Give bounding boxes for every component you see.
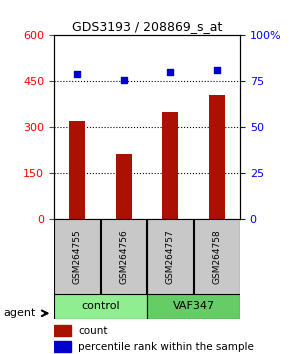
FancyBboxPatch shape [194, 219, 239, 294]
Bar [54, 325, 71, 336]
Text: VAF347: VAF347 [172, 301, 214, 311]
Text: GSM264758: GSM264758 [212, 229, 221, 284]
FancyBboxPatch shape [101, 219, 146, 294]
Text: control: control [81, 301, 120, 311]
Bar [116, 154, 132, 219]
Point [75, 71, 80, 77]
Bar [162, 112, 178, 219]
Title: GDS3193 / 208869_s_at: GDS3193 / 208869_s_at [72, 20, 222, 33]
Bar [208, 95, 225, 219]
FancyBboxPatch shape [55, 294, 146, 319]
Text: agent: agent [3, 308, 35, 318]
Text: GSM264757: GSM264757 [166, 229, 175, 284]
Point [122, 77, 126, 82]
Bar [54, 341, 71, 353]
FancyBboxPatch shape [148, 219, 193, 294]
Point [214, 68, 219, 73]
Point [168, 69, 173, 75]
FancyBboxPatch shape [55, 219, 100, 294]
Bar [69, 121, 85, 219]
FancyBboxPatch shape [148, 294, 239, 319]
Text: count: count [78, 326, 107, 336]
Text: percentile rank within the sample: percentile rank within the sample [78, 342, 254, 352]
Text: GSM264755: GSM264755 [73, 229, 82, 284]
Text: GSM264756: GSM264756 [119, 229, 128, 284]
